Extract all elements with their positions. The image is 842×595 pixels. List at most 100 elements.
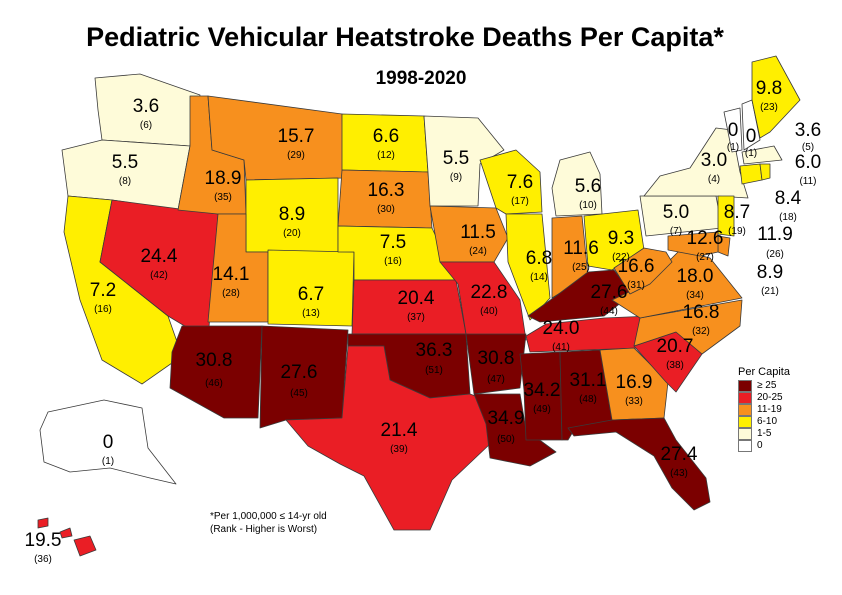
- state-rank-NE: (16): [384, 256, 402, 267]
- hawaii-island-big: [73, 535, 97, 557]
- state-shape-NJ: [717, 195, 735, 237]
- state-rank-ND: (12): [377, 150, 395, 161]
- state-value-WV: 16.6: [618, 256, 655, 277]
- state-value-RI: 8.4: [775, 188, 802, 209]
- state-shape-AZ: [169, 325, 263, 419]
- legend-item: 0: [738, 440, 808, 452]
- state-value-PA: 5.0: [663, 202, 689, 223]
- state-rank-ME: (23): [760, 102, 778, 113]
- state-shape-HI: [37, 517, 97, 557]
- state-rank-MS: (49): [533, 404, 551, 415]
- legend-swatch: [738, 428, 752, 440]
- state-value-HI: 19.5: [25, 530, 62, 551]
- state-shape-MD: [667, 231, 719, 257]
- state-rank-VT: (1): [727, 142, 739, 153]
- state-rank-OK: (51): [425, 365, 443, 376]
- state-rank-KS: (37): [407, 312, 425, 323]
- state-value-CO: 6.7: [298, 284, 324, 305]
- state-rank-PA: (7): [670, 226, 682, 237]
- state-rank-AK: (1): [102, 456, 114, 467]
- state-rank-NY: (4): [708, 174, 720, 185]
- state-value-IL: 6.8: [526, 248, 552, 269]
- state-shape-RI: [759, 163, 771, 181]
- state-value-WY: 8.9: [279, 204, 305, 225]
- state-rank-MA: (5): [802, 142, 814, 153]
- state-value-WA: 3.6: [133, 96, 159, 117]
- state-shape-MO: [439, 261, 527, 341]
- state-value-NC: 16.8: [683, 302, 720, 323]
- hawaii-island-oahu: [37, 517, 49, 529]
- state-value-DC: 8.9: [757, 262, 783, 283]
- state-rank-IL: (14): [530, 272, 548, 283]
- legend-label: 20-25: [757, 392, 783, 403]
- state-rank-WV: (31): [627, 280, 645, 291]
- state-rank-MN: (9): [450, 172, 462, 183]
- state-value-ND: 6.6: [373, 126, 399, 147]
- state-rank-AR: (47): [487, 374, 505, 385]
- state-rank-CO: (13): [302, 308, 320, 319]
- state-value-TN: 24.0: [543, 318, 580, 339]
- state-shape-ME: [751, 55, 801, 139]
- state-value-TX: 21.4: [381, 420, 418, 441]
- state-shape-TX: [285, 345, 491, 531]
- legend-label: 11-19: [757, 404, 782, 415]
- legend-swatch: [738, 392, 752, 404]
- legend-item: 11-19: [738, 404, 808, 416]
- state-value-UT: 14.1: [213, 264, 250, 285]
- legend-swatch: [738, 416, 752, 428]
- footnote-line: (Rank - Higher is Worst): [210, 524, 318, 535]
- state-rank-ID: (35): [214, 192, 232, 203]
- state-rank-RI: (18): [779, 212, 797, 223]
- state-rank-MO: (40): [480, 306, 498, 317]
- map-subtitle: 1998-2020: [375, 68, 467, 89]
- state-rank-TN: (41): [552, 342, 570, 353]
- state-rank-MT: (29): [287, 150, 305, 161]
- state-value-VT: 0: [728, 120, 739, 141]
- legend-swatch: [738, 440, 752, 452]
- legend-label: 0: [757, 440, 763, 451]
- legend: Per Capita ≥ 25 20-25 11-19 6-10 1-5 0: [738, 366, 808, 452]
- state-shape-MS: [519, 351, 563, 441]
- state-value-AK: 0: [103, 432, 114, 453]
- state-shapes: [37, 55, 801, 557]
- state-rank-LA: (50): [497, 434, 515, 445]
- state-shape-VT: [723, 107, 743, 153]
- legend-item: ≥ 25: [738, 380, 808, 392]
- state-shape-AK: [39, 399, 177, 485]
- state-rank-OR: (8): [119, 176, 131, 187]
- state-rank-WA: (6): [140, 120, 152, 131]
- footnote-line: *Per 1,000,000 ≤ 14-yr old: [210, 511, 327, 522]
- state-rank-MD: (27): [696, 252, 714, 263]
- state-value-OR: 5.5: [112, 152, 138, 173]
- legend-item: 1-5: [738, 428, 808, 440]
- state-value-VA: 18.0: [677, 266, 714, 287]
- state-value-AL: 31.1: [570, 370, 607, 391]
- state-value-AZ: 30.8: [196, 350, 233, 371]
- state-rank-IA: (24): [469, 246, 487, 257]
- state-labels: 3.6 (6) 5.5 (8) 7.2 (16) 24.4 (42) 18.9 …: [25, 78, 822, 565]
- state-value-MN: 5.5: [443, 148, 469, 169]
- state-shape-MN: [423, 115, 505, 207]
- state-value-AR: 30.8: [478, 348, 515, 369]
- state-rank-VA: (34): [686, 290, 704, 301]
- state-value-MT: 15.7: [278, 126, 315, 147]
- state-shape-MA: [741, 145, 783, 165]
- state-rank-SC: (38): [666, 360, 684, 371]
- state-rank-HI: (36): [34, 554, 52, 565]
- state-value-SD: 16.3: [368, 180, 405, 201]
- state-rank-OH: (22): [612, 252, 630, 263]
- state-value-NM: 27.6: [281, 362, 318, 383]
- state-value-IN: 11.6: [563, 238, 599, 259]
- state-rank-TX: (39): [390, 444, 408, 455]
- state-shape-WI: [479, 149, 543, 215]
- state-value-MA: 3.6: [795, 120, 821, 141]
- state-value-LA: 34.9: [488, 408, 525, 429]
- footnote: *Per 1,000,000 ≤ 14-yr old (Rank - Highe…: [210, 510, 370, 536]
- state-shape-LA: [473, 393, 557, 467]
- state-shape-AR: [465, 333, 527, 395]
- state-value-NY: 3.0: [701, 150, 727, 171]
- state-value-MS: 34.2: [524, 380, 561, 401]
- state-value-ME: 9.8: [756, 78, 782, 99]
- legend-swatch: [738, 380, 752, 392]
